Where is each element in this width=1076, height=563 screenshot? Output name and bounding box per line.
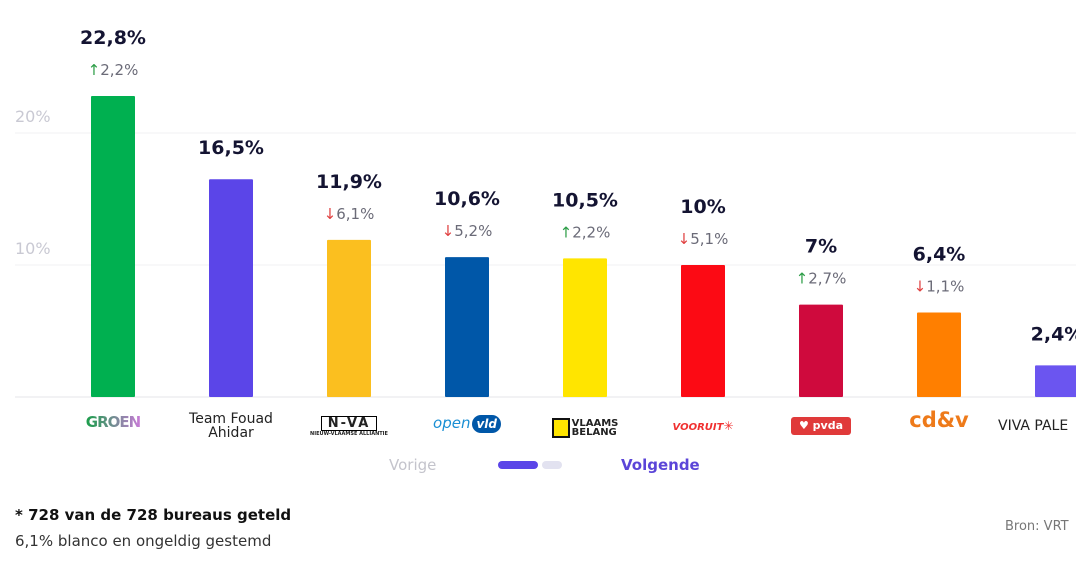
bar bbox=[799, 304, 843, 397]
category-viva-pale: VIVA PALE bbox=[998, 418, 1069, 434]
value-label: 10,5% bbox=[552, 189, 618, 211]
nva-subtitle: NIEUW-VLAAMSE ALLIANTIE bbox=[310, 431, 388, 437]
value-label: 2,4% bbox=[1031, 323, 1076, 345]
vooruit-logo: VOORUIT bbox=[672, 422, 724, 433]
blank-votes-note: 6,1% blanco en ongeldig gestemd bbox=[15, 532, 272, 550]
arrow-up-icon: ↑ bbox=[88, 61, 101, 79]
category-open-vld: open vld bbox=[408, 415, 526, 433]
groen-logo: GROEN bbox=[85, 413, 141, 431]
previous-button[interactable]: Vorige bbox=[389, 456, 437, 474]
bar bbox=[917, 312, 961, 397]
nva-logo: N-VA bbox=[320, 416, 378, 431]
change-label: ↓6,1% bbox=[324, 205, 375, 223]
change-value: 2,2% bbox=[100, 61, 138, 79]
change-value: 1,1% bbox=[926, 278, 964, 296]
vb-logo-line2: BELANG bbox=[571, 427, 617, 438]
bar bbox=[1035, 365, 1076, 397]
value-label: 11,9% bbox=[316, 171, 382, 193]
change-value: 2,2% bbox=[572, 223, 610, 241]
arrow-down-icon: ↓ bbox=[914, 278, 927, 296]
bar bbox=[563, 258, 607, 397]
category-vooruit: VOORUIT✳ bbox=[644, 419, 762, 435]
category-nva: N-VA NIEUW-VLAAMSE ALLIANTIE bbox=[290, 416, 408, 437]
y-tick-label: 10% bbox=[15, 239, 51, 258]
value-label: 10,6% bbox=[434, 188, 500, 210]
category-pvda: ♥ pvda bbox=[762, 417, 880, 435]
arrow-down-icon: ↓ bbox=[324, 205, 337, 223]
bar bbox=[445, 257, 489, 397]
vooruit-star-icon: ✳ bbox=[723, 419, 734, 433]
value-label: 16,5% bbox=[198, 137, 264, 159]
arrow-down-icon: ↓ bbox=[442, 222, 455, 240]
arrow-up-icon: ↑ bbox=[560, 223, 573, 241]
source-label: Bron: VRT bbox=[1005, 519, 1069, 534]
value-label: 10% bbox=[680, 196, 725, 218]
arrow-down-icon: ↓ bbox=[678, 230, 691, 248]
openvld-logo-circle: vld bbox=[472, 415, 501, 433]
category-vlaams-belang: VLAAMS BELANG bbox=[526, 418, 644, 438]
change-label: ↓5,2% bbox=[442, 222, 493, 240]
page-indicator-inactive[interactable] bbox=[542, 461, 562, 469]
vb-logo-mark bbox=[551, 418, 570, 438]
bar bbox=[327, 239, 371, 397]
page-indicator-active[interactable] bbox=[498, 461, 538, 469]
vb-logo-line1: VLAAMS bbox=[571, 418, 619, 429]
change-value: 2,7% bbox=[808, 270, 846, 288]
bar bbox=[681, 265, 725, 397]
value-label: 7% bbox=[805, 236, 837, 258]
openvld-logo-text: open bbox=[433, 414, 471, 432]
category-groen: GROEN bbox=[54, 415, 172, 431]
arrow-up-icon: ↑ bbox=[796, 270, 809, 288]
bar bbox=[209, 179, 253, 397]
pvda-logo: ♥ pvda bbox=[790, 417, 852, 435]
change-label: ↓1,1% bbox=[914, 278, 965, 296]
change-label: ↑2,2% bbox=[88, 61, 139, 79]
category-team-fouad-ahidar: Team Fouad Ahidar bbox=[189, 411, 273, 441]
value-label: 22,8% bbox=[80, 27, 146, 49]
y-tick-label: 20% bbox=[15, 107, 51, 126]
change-value: 5,1% bbox=[690, 230, 728, 248]
change-label: ↑2,2% bbox=[560, 223, 611, 241]
change-value: 5,2% bbox=[454, 222, 492, 240]
change-label: ↑2,7% bbox=[796, 270, 847, 288]
cdv-logo: cd&v bbox=[909, 408, 969, 432]
bar-chart: 10%20%22,8%↑2,2%16,5%11,9%↓6,1%10,6%↓5,2… bbox=[15, 27, 1076, 398]
value-label: 6,4% bbox=[913, 244, 966, 266]
change-label: ↓5,1% bbox=[678, 230, 729, 248]
change-value: 6,1% bbox=[336, 205, 374, 223]
pvda-logo-text: pvda bbox=[812, 419, 844, 432]
bar bbox=[91, 96, 135, 397]
next-button[interactable]: Volgende bbox=[621, 456, 700, 474]
counted-note: * 728 van de 728 bureaus geteld bbox=[15, 506, 292, 524]
category-cdv: cd&v bbox=[880, 408, 998, 432]
